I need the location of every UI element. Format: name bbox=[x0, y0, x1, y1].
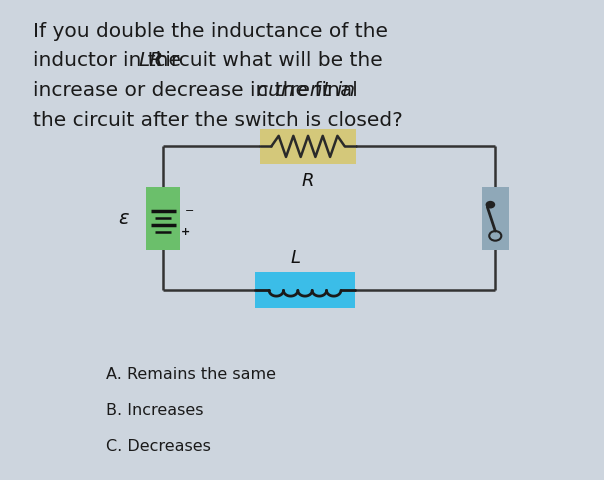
Text: −: − bbox=[185, 206, 194, 216]
Text: +: + bbox=[181, 228, 191, 238]
Text: B. Increases: B. Increases bbox=[106, 403, 203, 418]
Text: LR: LR bbox=[138, 51, 164, 71]
Text: increase or decrease in the final: increase or decrease in the final bbox=[33, 81, 364, 100]
Circle shape bbox=[486, 201, 495, 208]
Bar bbox=[146, 187, 180, 250]
Text: circuit what will be the: circuit what will be the bbox=[148, 51, 382, 71]
Text: C. Decreases: C. Decreases bbox=[106, 439, 211, 454]
Bar bbox=[255, 272, 355, 308]
Bar bbox=[482, 187, 509, 250]
Text: A. Remains the same: A. Remains the same bbox=[106, 367, 275, 382]
Text: the circuit after the switch is closed?: the circuit after the switch is closed? bbox=[33, 111, 403, 130]
Text: R: R bbox=[302, 172, 314, 191]
Bar bbox=[260, 129, 356, 164]
Text: inductor in the: inductor in the bbox=[33, 51, 188, 71]
Text: If you double the inductance of the: If you double the inductance of the bbox=[33, 22, 388, 41]
Text: L: L bbox=[291, 249, 301, 267]
Text: ε: ε bbox=[118, 209, 129, 228]
Text: current in: current in bbox=[257, 81, 355, 100]
